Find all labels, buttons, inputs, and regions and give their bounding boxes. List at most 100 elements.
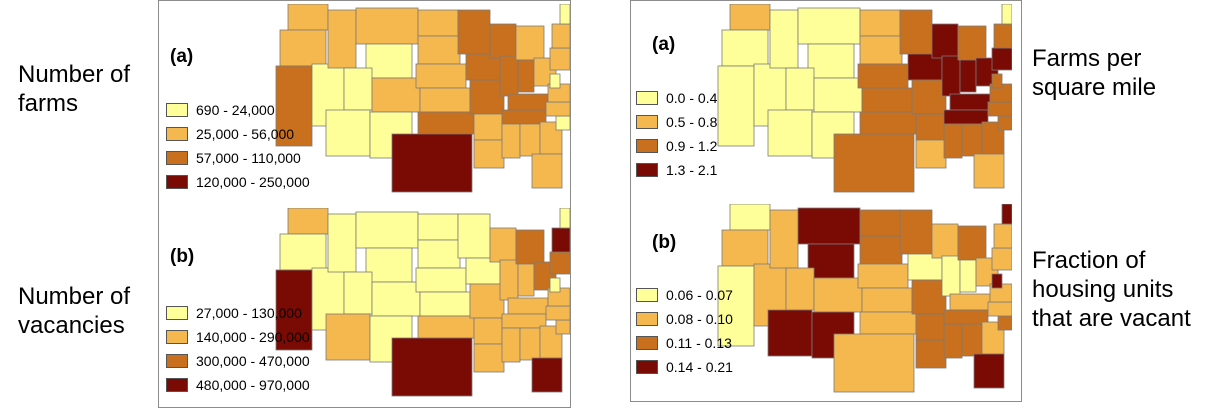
state-co (371, 77, 421, 113)
legend-item: 690 - 24,000 (166, 98, 310, 122)
state-mn (899, 9, 933, 55)
state-id (327, 213, 357, 273)
state-wi (489, 23, 517, 59)
state-il (941, 255, 961, 297)
legend-label: 480,000 - 970,000 (196, 377, 310, 393)
state-mo (911, 279, 947, 315)
state-ny (993, 223, 1012, 249)
fraction-vacant-label: Fraction of housing units that are vacan… (1032, 247, 1191, 332)
legend-label: 300,000 - 470,000 (196, 353, 310, 369)
state-ny (993, 23, 1012, 49)
state-sd (417, 239, 461, 269)
legend-item: 480,000 - 970,000 (166, 373, 310, 397)
state-ca (717, 265, 755, 347)
state-nd (417, 9, 459, 37)
state-co (813, 277, 863, 313)
state-wy (365, 43, 413, 79)
legend-swatch (636, 115, 658, 129)
state-ky (949, 293, 991, 311)
legend-swatch (166, 127, 188, 141)
farms-per-sq-mile-label: Farms per square mile (1032, 45, 1157, 101)
state-pa (549, 47, 570, 71)
state-sc (555, 319, 570, 335)
state-ok (859, 311, 917, 335)
state-ms (943, 123, 963, 159)
legend-label: 25,000 - 56,000 (196, 126, 295, 142)
legend-label: 57,000 - 110,000 (196, 150, 301, 166)
state-me (559, 208, 570, 229)
state-wv (991, 273, 1003, 289)
state-ne (857, 263, 909, 289)
state-ut (785, 267, 815, 311)
state-pa (991, 47, 1012, 71)
state-ne (415, 63, 467, 89)
legend-farms: 690 - 24,000 25,000 - 56,000 57,000 - 11… (166, 98, 310, 194)
map-fraction-vacant (712, 204, 1012, 394)
legend-label: 27,000 - 130,000 (196, 305, 302, 321)
state-ar (915, 113, 945, 141)
state-wy (807, 43, 855, 79)
state-mo (469, 79, 505, 115)
state-mo (911, 79, 947, 115)
state-mn (457, 213, 491, 259)
state-al (519, 327, 541, 361)
state-az (325, 109, 371, 157)
state-wi (489, 227, 517, 263)
legend-label: 0.0 - 0.4 (666, 90, 718, 106)
state-ne (415, 267, 467, 293)
legend-item: 0.9 - 1.2 (636, 134, 717, 158)
state-mo (469, 283, 505, 319)
state-wa (287, 208, 329, 235)
state-or (721, 29, 769, 67)
state-ca (717, 65, 755, 147)
state-mt (355, 211, 419, 249)
legend-item: 300,000 - 470,000 (166, 349, 310, 373)
legend-swatch (166, 306, 188, 320)
state-il (941, 55, 961, 97)
state-or (721, 229, 769, 267)
state-tn (943, 109, 989, 125)
state-sc (555, 115, 570, 131)
state-ar (473, 317, 503, 345)
map-tag: (b) (170, 246, 195, 267)
state-me (1001, 204, 1012, 225)
state-me (559, 4, 570, 25)
state-tn (943, 309, 989, 325)
state-mi (515, 229, 545, 265)
state-az (325, 313, 371, 361)
state-ar (915, 313, 945, 341)
state-al (961, 123, 983, 157)
us-map-vacancies (275, 208, 570, 397)
state-ut (785, 67, 815, 111)
legend-label: 1.3 - 2.1 (666, 162, 718, 178)
state-nc (545, 305, 570, 321)
state-in (517, 263, 535, 297)
legend-swatch (166, 151, 188, 165)
state-tx (833, 333, 915, 393)
state-ut (343, 271, 373, 315)
vacancies-label: Number of vacancies (18, 283, 131, 339)
state-il (499, 259, 519, 301)
state-ar (473, 113, 503, 141)
state-co (371, 281, 421, 317)
state-sd (859, 35, 903, 65)
state-tx (391, 133, 473, 193)
legend-swatch (166, 378, 188, 392)
state-ky (949, 93, 991, 111)
state-co (813, 77, 863, 113)
state-ne (857, 63, 909, 89)
state-fl (531, 357, 563, 393)
legend-label: 0.5 - 0.8 (666, 114, 718, 130)
state-mt (355, 7, 419, 45)
state-ny (551, 23, 570, 49)
legend-swatch (636, 163, 658, 177)
legend-item: 140,000 - 290,000 (166, 325, 310, 349)
map-tag: (a) (652, 34, 676, 55)
state-pa (549, 251, 570, 275)
state-al (519, 123, 541, 157)
state-in (959, 259, 977, 293)
state-wv (549, 277, 561, 293)
state-ky (507, 297, 549, 315)
state-la (915, 139, 947, 169)
legend-label: 0.06 - 0.07 (666, 287, 733, 303)
